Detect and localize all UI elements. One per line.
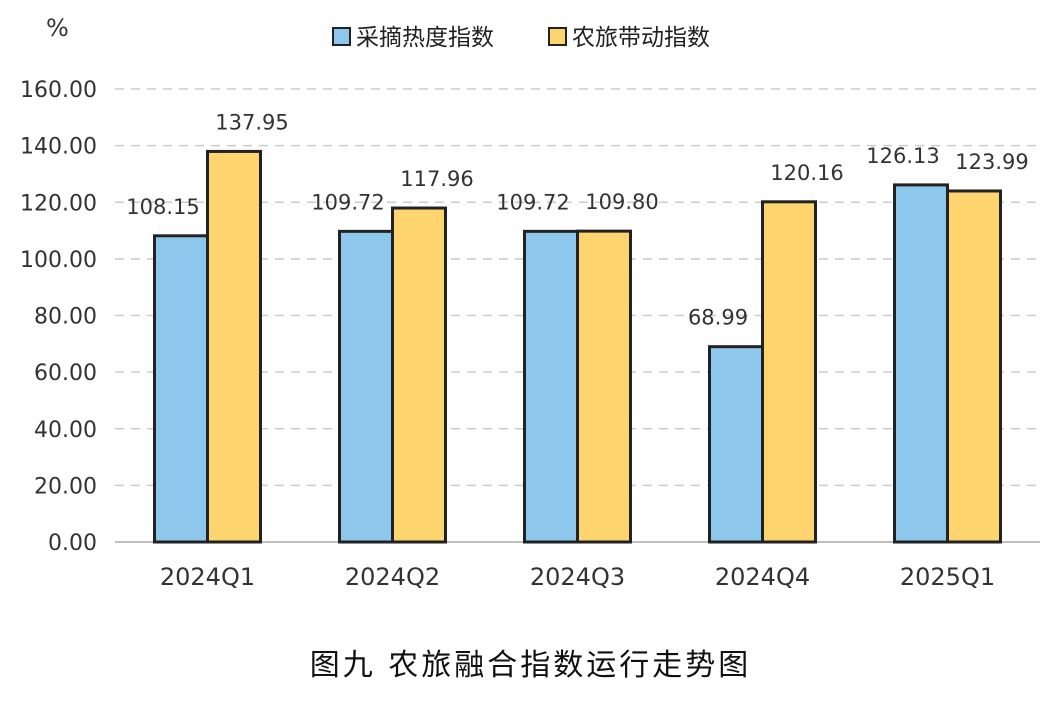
data-label: 123.99 [955,150,1028,174]
legend-swatch [332,27,351,46]
bar-picking-2025Q1 [893,183,949,544]
y-tick-label: 60.00 [34,361,97,386]
x-tick-label: 2025Q1 [900,563,995,591]
data-label: 120.16 [770,161,843,185]
y-axis-ticks: 0.00 20.00 40.00 60.00 80.00 100.00 120.00 140.… [20,78,97,556]
legend-label: 采摘热度指数 [356,25,494,51]
x-axis-categories: 2024Q1 2024Q2 2024Q3 2024Q4 2025Q1 [160,563,995,591]
bar-picking-2024Q4 [708,345,764,544]
data-labels: 108.15 137.95 109.72 117.96 109.72 109.80 68.9… [126,110,1028,329]
bar-picking-2024Q1 [153,234,209,544]
legend-label: 农旅带动指数 [572,25,710,51]
chart-title: 图九 农旅融合指数运行走势图 [309,648,752,683]
y-tick-label: 160.00 [20,78,97,103]
y-tick-label: 20.00 [34,474,97,499]
data-label: 126.13 [866,144,939,168]
y-tick-label: 40.00 [34,418,97,443]
bar-agritourism-2024Q2 [391,206,447,544]
data-label: 68.99 [688,306,748,330]
legend: 采摘热度指数 农旅带动指数 [332,25,710,51]
legend-swatch [548,27,567,46]
x-tick-label: 2024Q1 [160,563,255,591]
data-label: 117.96 [400,167,473,191]
bars [153,149,1002,544]
bar-agritourism-2024Q3 [576,229,632,544]
x-tick-label: 2024Q2 [345,563,440,591]
bar-picking-2024Q2 [338,229,394,544]
y-tick-label: 80.00 [34,305,97,330]
y-axis-unit: % [46,14,69,42]
x-tick-label: 2024Q3 [530,563,625,591]
data-label: 109.80 [585,190,658,214]
y-tick-label: 120.00 [20,191,97,216]
bar-agritourism-2024Q4 [761,200,817,544]
bar-agritourism-2025Q1 [946,189,1002,544]
bar-agritourism-2024Q1 [206,149,262,544]
y-tick-label: 140.00 [20,135,97,160]
data-label: 108.15 [126,195,199,219]
bar-picking-2024Q3 [523,229,579,544]
data-label: 137.95 [215,110,288,134]
y-tick-label: 100.00 [20,248,97,273]
x-tick-label: 2024Q4 [715,563,810,591]
y-tick-label: 0.00 [48,531,97,556]
bar-chart: % 采摘热度指数 农旅带动指数 0.00 20.00 40.00 60.00 80.00 1… [20,14,1040,591]
data-label: 109.72 [496,190,569,214]
data-label: 109.72 [311,190,384,214]
